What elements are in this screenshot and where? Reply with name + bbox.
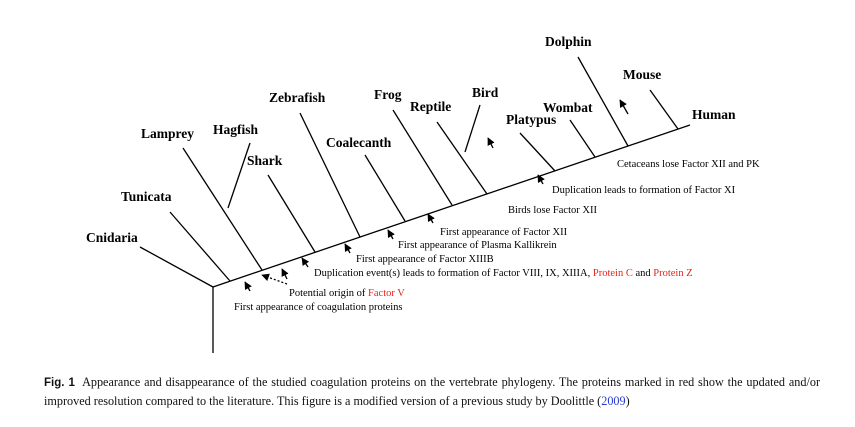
annotations: Cetaceans lose Factor XII and PK Duplica…	[234, 159, 760, 313]
taxon-label: Platypus	[506, 112, 556, 127]
arrows	[244, 99, 629, 292]
annotation: First appearance of Factor XII	[440, 227, 568, 238]
annotation: Duplication event(s) leads to formation …	[314, 268, 693, 279]
phylogeny: Cnidaria Tunicata Lamprey Hagfish Shark …	[86, 34, 760, 353]
annotation-part: Duplication event(s) leads to formation …	[314, 268, 593, 279]
taxa: Cnidaria Tunicata Lamprey Hagfish Shark …	[86, 34, 736, 245]
annotation: First appearance of coagulation proteins	[234, 302, 403, 313]
annotation: Potential origin of Factor V	[289, 288, 405, 299]
caption-text: Appearance and disappearance of the stud…	[44, 375, 821, 408]
taxon-label: Zebrafish	[269, 90, 326, 105]
annotation: Duplication leads to formation of Factor…	[552, 185, 736, 196]
taxon-label: Lamprey	[141, 126, 194, 141]
taxon-label: Coalecanth	[326, 135, 392, 150]
caption-label: Fig. 1	[44, 377, 75, 389]
annotation: Birds lose Factor XII	[508, 205, 597, 216]
taxon-label: Human	[692, 107, 736, 122]
annotation-part: Factor V	[368, 288, 405, 299]
caption-link[interactable]: 2009	[601, 394, 626, 408]
caption: Fig. 1 Appearance and disappearance of t…	[44, 373, 820, 410]
branches	[139, 56, 691, 353]
annotation: First appearance of Factor XIIIB	[356, 254, 494, 265]
taxon-label: Tunicata	[121, 189, 172, 204]
annotation-part: Protein Z	[653, 268, 692, 279]
taxon-label: Hagfish	[213, 122, 259, 137]
taxon-label: Reptile	[410, 99, 451, 114]
annotation-part: Protein C	[593, 268, 633, 279]
caption-text: )	[625, 394, 630, 408]
taxon-label: Dolphin	[545, 34, 592, 49]
taxon-label: Mouse	[623, 67, 661, 82]
taxon-label: Cnidaria	[86, 230, 138, 245]
taxon-label: Wombat	[543, 100, 593, 115]
annotation-part: and	[633, 268, 653, 279]
taxon-label: Frog	[374, 87, 402, 102]
annotation: First appearance of Plasma Kallikrein	[398, 240, 557, 251]
annotation: Cetaceans lose Factor XII and PK	[617, 159, 760, 170]
annotation-part: Potential origin of	[289, 288, 368, 299]
taxon-label: Bird	[472, 85, 499, 100]
taxon-label: Shark	[247, 153, 283, 168]
